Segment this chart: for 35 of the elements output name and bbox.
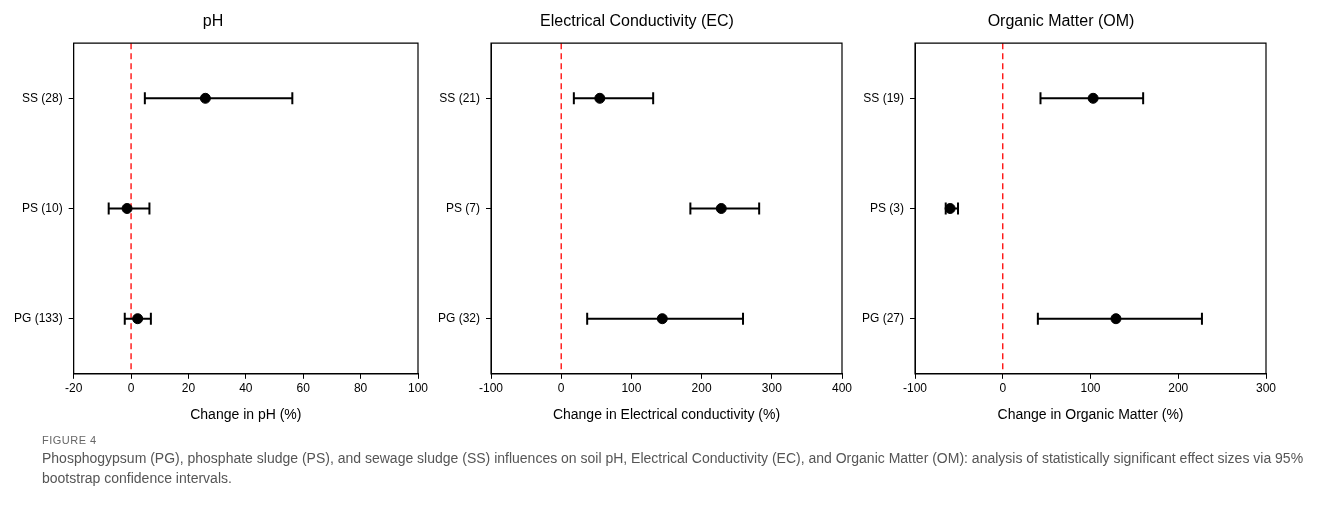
x-tick-label: 100	[407, 381, 429, 396]
y-tick-label: SS (28)	[22, 90, 63, 105]
x-tick-label: 200	[691, 381, 712, 396]
x-tick-label: 100	[621, 381, 642, 396]
x-tick-label: 100	[1080, 381, 1101, 396]
y-tick-label: PG (32)	[438, 311, 481, 326]
text: Phosphogypsum (PG), phosphate sludge (PS), and sewage sludge (SS) influences on soil pH, Electrical Conductivity (EC), and Organic Matter (OM): analysis of statistically significant effect sizes via 95% bootstrap confidence intervals.	[42, 449, 1305, 488]
x-tick-label: -100	[903, 381, 928, 396]
chart-title: pH	[202, 12, 224, 30]
x-tick-label: 0	[127, 381, 135, 396]
x-tick-label: 40	[239, 381, 253, 396]
chart-title: Organic Matter (OM)	[987, 12, 1135, 30]
caption: FIGURE 4	[42, 434, 98, 446]
y-tick-label: SS (19)	[863, 90, 905, 105]
x-tick-label: 80	[353, 381, 368, 396]
y-tick-label: PG (133)	[14, 311, 63, 326]
y-tick-label: SS (21)	[439, 90, 481, 105]
y-tick-label: PG (27)	[862, 311, 905, 326]
x-tick-label: 400	[831, 381, 853, 396]
x-tick-label: -100	[479, 381, 504, 396]
x-tick-label: 0	[999, 381, 1007, 396]
x-tick-label: 0	[557, 381, 565, 396]
x-tick-label: 20	[181, 381, 196, 396]
x-tick-label: 300	[761, 381, 783, 396]
x-tick-label: 200	[1168, 381, 1189, 396]
y-tick-label: PS (10)	[22, 200, 63, 215]
chart-title: Electrical Conductivity (EC)	[540, 12, 734, 30]
x-axis-title: Change in Electrical conductivity (%)	[552, 406, 781, 423]
x-tick-label: 60	[296, 381, 311, 396]
x-axis-title: Change in pH (%)	[190, 406, 302, 423]
x-tick-label: 300	[1255, 381, 1277, 396]
y-tick-label: PS (3)	[870, 200, 905, 215]
y-tick-label: PS (7)	[446, 200, 481, 215]
x-tick-label: -20	[65, 381, 83, 396]
x-axis-title: Change in Organic Matter (%)	[997, 406, 1184, 423]
